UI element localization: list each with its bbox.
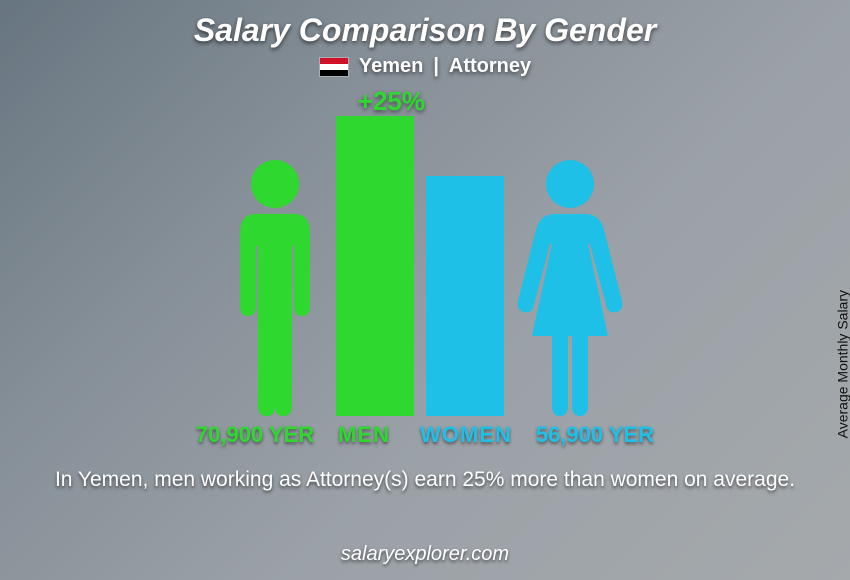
occupation-label: Attorney bbox=[449, 55, 531, 78]
women-side bbox=[426, 86, 630, 416]
man-icon bbox=[220, 146, 330, 416]
flag-icon bbox=[319, 57, 349, 77]
woman-icon bbox=[510, 146, 630, 416]
source-footer: salaryexplorer.com bbox=[0, 543, 850, 566]
men-bar bbox=[336, 116, 414, 416]
y-axis-label: Average Monthly Salary bbox=[834, 290, 850, 438]
pct-diff-label: +25% bbox=[358, 86, 425, 117]
men-salary: 70,900 YER bbox=[196, 422, 314, 448]
labels-row: 70,900 YER MEN WOMEN 56,900 YER bbox=[196, 422, 654, 448]
women-label: WOMEN bbox=[420, 422, 512, 448]
separator: | bbox=[433, 55, 439, 78]
women-bar bbox=[426, 176, 504, 416]
men-label: MEN bbox=[338, 422, 390, 448]
flag-stripe-bot bbox=[320, 70, 348, 76]
infographic-content: Salary Comparison By Gender Yemen | Atto… bbox=[0, 0, 850, 580]
subtitle-row: Yemen | Attorney bbox=[319, 55, 531, 78]
description-text: In Yemen, men working as Attorney(s) ear… bbox=[55, 466, 795, 494]
chart-area: +25% bbox=[145, 86, 705, 416]
country-label: Yemen bbox=[359, 55, 423, 78]
page-title: Salary Comparison By Gender bbox=[194, 12, 656, 49]
men-side bbox=[220, 86, 414, 416]
women-salary: 56,900 YER bbox=[536, 422, 654, 448]
